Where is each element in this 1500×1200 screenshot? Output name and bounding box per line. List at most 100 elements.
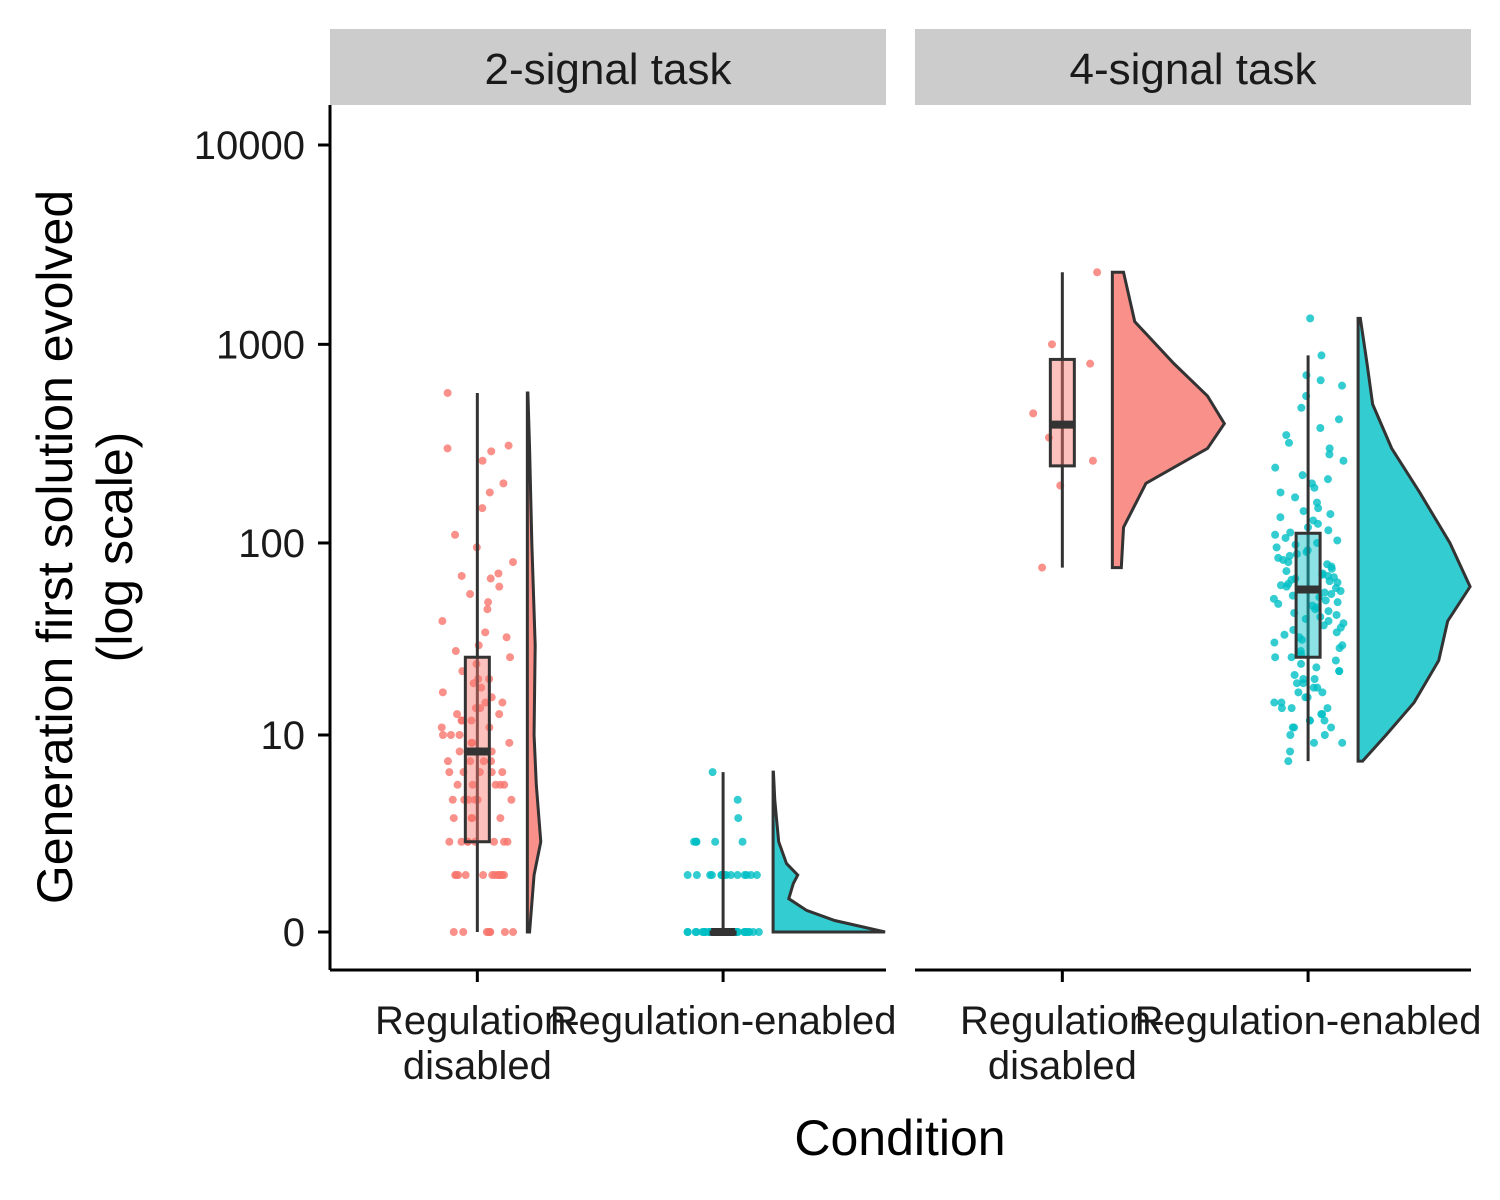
data-point (1271, 463, 1280, 472)
data-point (1270, 698, 1279, 707)
data-point (1324, 617, 1333, 626)
data-point (457, 716, 466, 725)
data-point (481, 628, 490, 637)
data-point (443, 757, 452, 766)
data-point (484, 598, 493, 607)
data-point (455, 731, 464, 739)
data-point (479, 757, 488, 766)
data-point (468, 814, 477, 823)
data-point (457, 571, 466, 580)
data-point (700, 928, 709, 936)
data-point (500, 837, 509, 846)
data-point (453, 710, 462, 719)
data-point (494, 569, 503, 578)
data-point (1269, 594, 1278, 603)
group-regulation-disabled (437, 388, 543, 936)
data-point (499, 479, 508, 488)
data-point (445, 837, 454, 846)
data-point (1286, 528, 1295, 537)
data-point (1276, 581, 1285, 590)
x-tick-label: Regulation-enabled (1135, 999, 1482, 1043)
data-point (1312, 498, 1321, 507)
data-point (438, 688, 447, 697)
data-point (1088, 456, 1097, 465)
data-point (498, 698, 507, 707)
y-tick-label: 10 (261, 714, 306, 758)
data-point (478, 456, 487, 465)
box-iqr (1294, 531, 1322, 659)
data-point (711, 837, 720, 846)
data-point (1282, 567, 1291, 576)
facet-panel (1029, 268, 1472, 766)
data-point (1277, 698, 1286, 707)
data-point (457, 837, 466, 846)
data-point (1286, 747, 1295, 756)
half-violin (1110, 270, 1227, 570)
data-point (707, 871, 716, 880)
data-point (487, 447, 496, 456)
data-point (1338, 641, 1347, 650)
data-point (443, 388, 452, 397)
data-point (692, 871, 701, 880)
data-point (1317, 710, 1326, 719)
data-point (1323, 475, 1332, 484)
data-point (486, 574, 495, 583)
x-axis-title: Condition (794, 1110, 1005, 1166)
facet-panel (437, 388, 886, 936)
data-point (746, 871, 755, 880)
data-point (1329, 573, 1338, 582)
x-tick-label: Regulation- (375, 999, 580, 1043)
data-point (1324, 607, 1333, 616)
half-violin (1356, 316, 1472, 763)
data-point (467, 716, 476, 725)
data-point (1309, 683, 1318, 692)
data-point (691, 837, 700, 846)
data-point (754, 928, 763, 936)
data-point (481, 698, 490, 707)
data-point (1287, 704, 1296, 713)
data-point (1325, 450, 1334, 459)
group-regulation-enabled (1269, 314, 1472, 766)
data-point (505, 738, 514, 747)
data-point (466, 590, 475, 599)
data-point (1294, 688, 1303, 697)
data-point (708, 768, 717, 777)
data-point (1029, 409, 1038, 418)
box-iqr (1048, 357, 1076, 468)
data-point (1334, 415, 1343, 424)
data-point (1270, 638, 1279, 647)
data-point (500, 928, 509, 936)
data-point (453, 780, 462, 789)
data-point (1339, 619, 1348, 628)
x-tick-label: Regulation-enabled (550, 999, 897, 1043)
data-point (461, 871, 470, 880)
data-point (1290, 670, 1299, 679)
data-point (1321, 596, 1330, 605)
data-point (446, 731, 455, 739)
data-point (1332, 610, 1341, 619)
data-point (726, 871, 735, 880)
data-point (1320, 731, 1329, 739)
data-point (1299, 507, 1308, 516)
y-tick-label: 100 (238, 522, 305, 566)
data-point (733, 795, 742, 804)
data-point (683, 928, 692, 936)
data-point (489, 837, 498, 846)
facet-strip (330, 29, 886, 105)
data-point (1338, 381, 1347, 390)
data-point (1333, 536, 1342, 545)
data-point (507, 795, 516, 804)
facet-title: 2-signal task (484, 45, 732, 94)
data-point (752, 871, 761, 880)
data-point (1287, 653, 1296, 662)
data-point (1325, 444, 1334, 453)
data-point (1323, 560, 1332, 569)
data-point (1317, 351, 1326, 360)
data-point (1320, 716, 1329, 725)
y-tick-label: 10000 (194, 124, 305, 168)
data-point (1291, 493, 1300, 502)
data-point (1318, 688, 1327, 697)
data-point (495, 582, 504, 591)
data-point (438, 731, 447, 739)
